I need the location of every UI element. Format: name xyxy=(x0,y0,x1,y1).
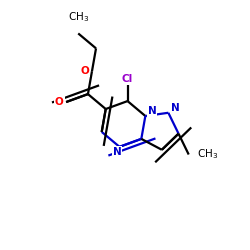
Text: N: N xyxy=(113,147,122,157)
Text: CH$_3$: CH$_3$ xyxy=(197,148,218,162)
Text: O: O xyxy=(81,66,90,76)
Text: N: N xyxy=(171,103,179,113)
Text: O: O xyxy=(55,97,64,107)
Text: CH$_3$: CH$_3$ xyxy=(68,10,89,24)
Text: Cl: Cl xyxy=(122,74,133,84)
Text: N: N xyxy=(148,106,156,116)
